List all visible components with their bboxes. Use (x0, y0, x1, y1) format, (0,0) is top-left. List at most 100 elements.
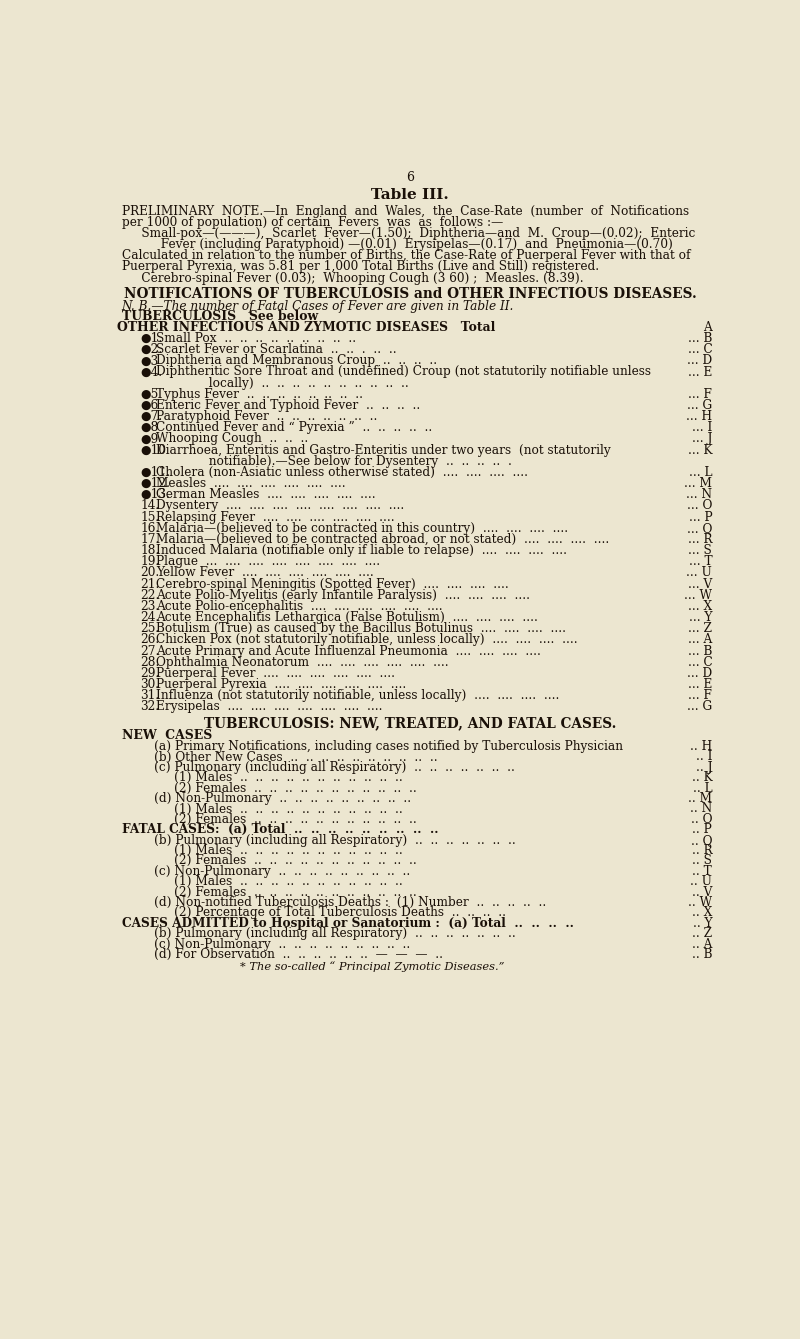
Text: ... J: ... J (692, 432, 712, 446)
Text: ... P: ... P (689, 510, 712, 524)
Text: Diphtheritic Sore Throat and (undefined) Croup (not statutorily notifiable unles: Diphtheritic Sore Throat and (undefined)… (156, 366, 651, 379)
Text: Whooping Cough  ..  ..  ..: Whooping Cough .. .. .. (156, 432, 308, 446)
Text: (b) Pulmonary (including all Respiratory)  ..  ..  ..  ..  ..  ..  ..: (b) Pulmonary (including all Respiratory… (154, 834, 516, 846)
Text: A: A (703, 321, 712, 335)
Text: ... W: ... W (684, 589, 712, 601)
Text: ... X: ... X (688, 600, 712, 613)
Text: .. L: .. L (693, 782, 712, 794)
Text: ●4.: ●4. (140, 366, 162, 379)
Text: ●11.: ●11. (140, 466, 170, 479)
Text: CASES ADMITTED to Hospital or Sanatorium :  (a) Total  ..  ..  ..  ..: CASES ADMITTED to Hospital or Sanatorium… (122, 917, 574, 929)
Text: FATAL CASES:  (a) Total  ..  ..  ..  ..  ..  ..  ..  ..  ..: FATAL CASES: (a) Total .. .. .. .. .. ..… (122, 823, 438, 837)
Text: 31.: 31. (140, 690, 159, 702)
Text: (1) Males  ..  ..  ..  ..  ..  ..  ..  ..  ..  ..  ..: (1) Males .. .. .. .. .. .. .. .. .. .. … (174, 876, 402, 888)
Text: (2) Females  ..  ..  ..  ..  ..  ..  ..  ..  ..  ..  ..: (2) Females .. .. .. .. .. .. .. .. .. .… (174, 885, 416, 898)
Text: locally)  ..  ..  ..  ..  ..  ..  ..  ..  ..  ..: locally) .. .. .. .. .. .. .. .. .. .. (170, 376, 409, 390)
Text: (d) Non-notified Tuberculosis Deaths :  (1) Number  ..  ..  ..  ..  ..: (d) Non-notified Tuberculosis Deaths : (… (154, 896, 546, 909)
Text: (2) Females  ..  ..  ..  ..  ..  ..  ..  ..  ..  ..  ..: (2) Females .. .. .. .. .. .. .. .. .. .… (174, 782, 416, 794)
Text: .. O: .. O (690, 813, 712, 826)
Text: 15.: 15. (140, 510, 159, 524)
Text: (d) For Observation  ..  ..  ..  ..  ..  ..  —  —  —  ..: (d) For Observation .. .. .. .. .. .. — … (154, 948, 443, 961)
Text: Paratyphoid Fever  ..  ..  ..  ..  ..  ..  ..: Paratyphoid Fever .. .. .. .. .. .. .. (156, 410, 377, 423)
Text: (1) Males  ..  ..  ..  ..  ..  ..  ..  ..  ..  ..  ..: (1) Males .. .. .. .. .. .. .. .. .. .. … (174, 771, 402, 785)
Text: Plague  ...  ....  ....  ....  ....  ....  ....  ....: Plague ... .... .... .... .... .... ....… (156, 556, 380, 568)
Text: ... F: ... F (688, 388, 712, 400)
Text: (c) Non-Pulmonary  ..  ..  ..  ..  ..  ..  ..  ..  ..: (c) Non-Pulmonary .. .. .. .. .. .. .. .… (154, 937, 410, 951)
Text: per 1000 of population) of certain  Fevers  was  as  follows :—: per 1000 of population) of certain Fever… (122, 216, 503, 229)
Text: ... I: ... I (692, 422, 712, 434)
Text: .. U: .. U (690, 876, 712, 888)
Text: PRELIMINARY  NOTE.—In  England  and  Wales,  the  Case-Rate  (number  of  Notifi: PRELIMINARY NOTE.—In England and Wales, … (122, 205, 689, 217)
Text: Enteric Fever and Typhoid Fever  ..  ..  ..  ..: Enteric Fever and Typhoid Fever .. .. ..… (156, 399, 420, 412)
Text: ●5: ●5 (140, 388, 158, 400)
Text: .. X: .. X (692, 907, 712, 920)
Text: 27.: 27. (140, 644, 160, 657)
Text: 25.: 25. (140, 623, 159, 635)
Text: .. Y: .. Y (693, 917, 712, 929)
Text: .. P: .. P (693, 823, 712, 837)
Text: German Measles  ....  ....  ....  ....  ....: German Measles .... .... .... .... .... (156, 489, 375, 501)
Text: (c) Pulmonary (including all Respiratory)  ..  ..  ..  ..  ..  ..  ..: (c) Pulmonary (including all Respiratory… (154, 761, 515, 774)
Text: ●6: ●6 (140, 399, 158, 412)
Text: Cerebro-spinal Fever (0.03);  Whooping Cough (3 60) ;  Measles. (8.39).: Cerebro-spinal Fever (0.03); Whooping Co… (122, 272, 583, 285)
Text: TUBERCULOSIS   See below: TUBERCULOSIS See below (122, 311, 318, 324)
Text: Scarlet Fever or Scarlatina  ..  ..  .  ..  ..: Scarlet Fever or Scarlatina .. .. . .. .… (156, 343, 397, 356)
Text: Typhus Fever  ..  ..  ..  ..  ..  ..  ..  ..: Typhus Fever .. .. .. .. .. .. .. .. (156, 388, 363, 400)
Text: 32.: 32. (140, 700, 159, 714)
Text: ●7.: ●7. (140, 410, 162, 423)
Text: 21.: 21. (140, 577, 160, 590)
Text: ... V: ... V (688, 577, 712, 590)
Text: ... C: ... C (687, 343, 712, 356)
Text: 26.: 26. (140, 633, 159, 647)
Text: 29.: 29. (140, 667, 160, 680)
Text: Puerperal Fever  ....  ....  ....  ....  ....  ....: Puerperal Fever .... .... .... .... ....… (156, 667, 395, 680)
Text: .. M: .. M (688, 793, 712, 805)
Text: ... E: ... E (688, 678, 712, 691)
Text: ●10: ●10 (140, 443, 166, 457)
Text: .. T: .. T (693, 865, 712, 878)
Text: Small Pox  ..  ..  ..  ..  ..  ..  ..  ..  ..: Small Pox .. .. .. .. .. .. .. .. .. (156, 332, 356, 345)
Text: ... O: ... O (687, 499, 712, 513)
Text: ... U: ... U (686, 566, 712, 580)
Text: .. I: .. I (696, 750, 712, 763)
Text: .. V: .. V (692, 885, 712, 898)
Text: ... B: ... B (688, 332, 712, 345)
Text: TUBERCULOSIS: NEW, TREATED, AND FATAL CASES.: TUBERCULOSIS: NEW, TREATED, AND FATAL CA… (204, 716, 616, 730)
Text: ●12.: ●12. (140, 477, 170, 490)
Text: 20.: 20. (140, 566, 159, 580)
Text: 6: 6 (406, 171, 414, 185)
Text: Small-pox—(———),  Scarlet  Fever—(1.50);  Diphtheria—and  M.  Croup—(0.02);  Ent: Small-pox—(———), Scarlet Fever—(1.50); D… (122, 226, 695, 240)
Text: Calculated in relation to the number of Births, the Case-Rate of Puerperal Fever: Calculated in relation to the number of … (122, 249, 690, 262)
Text: (2) Percentage of Total Tuberculosis Deaths  ..  ..  ..  ..: (2) Percentage of Total Tuberculosis Dea… (174, 907, 506, 920)
Text: ... T: ... T (689, 556, 712, 568)
Text: ... S: ... S (689, 544, 712, 557)
Text: ... F: ... F (688, 690, 712, 702)
Text: notifiable).—See below for Dysentery  ..  ..  ..  ..  .: notifiable).—See below for Dysentery .. … (170, 455, 512, 467)
Text: ... Y: ... Y (689, 611, 712, 624)
Text: Cerebro-spinal Meningitis (Spotted Fever)  ....  ....  ....  ....: Cerebro-spinal Meningitis (Spotted Fever… (156, 577, 509, 590)
Text: ... L: ... L (689, 466, 712, 479)
Text: (a) Primary Notifications, including cases notified by Tuberculosis Physician: (a) Primary Notifications, including cas… (154, 740, 623, 753)
Text: Relapsing Fever  ....  ....  ....  ....  ....  ....: Relapsing Fever .... .... .... .... ....… (156, 510, 394, 524)
Text: Diphtheria and Membranous Croup  ..  ..  ..  ..: Diphtheria and Membranous Croup .. .. ..… (156, 355, 437, 367)
Text: Acute Polio-encephalitis  ....  ....  ....  ....  ....  ....: Acute Polio-encephalitis .... .... .... … (156, 600, 442, 613)
Text: Botulism (True) as caused by the Bacillus Botulinus  ....  ....  ....  ....: Botulism (True) as caused by the Bacillu… (156, 623, 566, 635)
Text: (c) Non-Pulmonary  ..  ..  ..  ..  ..  ..  ..  ..  ..: (c) Non-Pulmonary .. .. .. .. .. .. .. .… (154, 865, 410, 878)
Text: .. K: .. K (691, 771, 712, 785)
Text: ●1.: ●1. (140, 332, 162, 345)
Text: ●3: ●3 (140, 355, 158, 367)
Text: OTHER INFECTIOUS AND ZYMOTIC DISEASES   Total: OTHER INFECTIOUS AND ZYMOTIC DISEASES To… (117, 321, 495, 335)
Text: Acute Primary and Acute Influenzal Pneumonia  ....  ....  ....  ....: Acute Primary and Acute Influenzal Pneum… (156, 644, 541, 657)
Text: (2) Females  ..  ..  ..  ..  ..  ..  ..  ..  ..  ..  ..: (2) Females .. .. .. .. .. .. .. .. .. .… (174, 854, 416, 868)
Text: ... G: ... G (687, 399, 712, 412)
Text: 28.: 28. (140, 656, 160, 668)
Text: ... Z: ... Z (688, 623, 712, 635)
Text: Yellow Fever  ....  ....  ....  ....  ....  ....: Yellow Fever .... .... .... .... .... ..… (156, 566, 374, 580)
Text: ... R: ... R (688, 533, 712, 546)
Text: ... E: ... E (688, 366, 712, 379)
Text: Table III.: Table III. (371, 187, 449, 202)
Text: Ophthalmia Neonatorum  ....  ....  ....  ....  ....  ....: Ophthalmia Neonatorum .... .... .... ...… (156, 656, 449, 668)
Text: Cholera (non-Asiatic unless otherwise stated)  ....  ....  ....  ....: Cholera (non-Asiatic unless otherwise st… (156, 466, 528, 479)
Text: 17.: 17. (140, 533, 160, 546)
Text: Fever (including Paratyphoid) —(0.01)  Erysipelas—(0.17)  and  Pneumonia—(0.70): Fever (including Paratyphoid) —(0.01) Er… (122, 238, 673, 252)
